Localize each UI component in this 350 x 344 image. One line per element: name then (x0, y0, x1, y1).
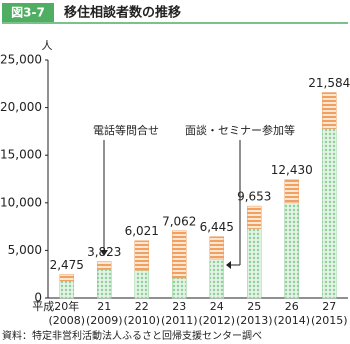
bar-segment (284, 202, 299, 299)
x-tick-label: 25 (247, 300, 261, 313)
x-tick-year: (2008) (48, 314, 85, 327)
x-tick-year: (2009) (86, 314, 123, 327)
x-tick-year: (2015) (311, 314, 348, 327)
figure-label-box (2, 3, 54, 22)
total-label: 12,430 (271, 163, 313, 177)
arrow (226, 261, 231, 269)
bar-segment (209, 258, 224, 299)
bar-segment (247, 205, 262, 229)
total-label: 3,823 (87, 245, 121, 259)
bar-segment (322, 92, 337, 129)
total-label: 6,021 (125, 224, 159, 238)
annotation: 電話等問合せ (93, 123, 159, 137)
bar-segment (97, 261, 112, 270)
x-tick-label: 24 (210, 300, 224, 313)
figure-label: 図3-7 (11, 6, 45, 20)
total-label: 2,475 (50, 258, 84, 272)
bar-segment (59, 280, 74, 299)
x-tick-year: (2014) (273, 314, 310, 327)
source: 資料：特定非営利活動法人ふるさと回帰支援センター調べ (2, 329, 262, 342)
bar-segment (59, 274, 74, 282)
y-unit: 人 (42, 39, 53, 52)
chart-title: 移住相談者数の推移 (64, 5, 181, 21)
total-label: 6,445 (200, 220, 234, 234)
y-tick-label: 20,000 (0, 100, 42, 114)
y-tick-label: 15,000 (0, 148, 42, 162)
y-tick-label: 10,000 (0, 195, 42, 209)
x-tick-year: (2010) (123, 314, 160, 327)
x-tick-label: 23 (172, 300, 186, 313)
bar-segment (322, 128, 337, 299)
x-tick-label: 平成20年 (32, 299, 79, 313)
total-label: 9,653 (237, 190, 271, 204)
x-tick-label: 27 (322, 300, 336, 313)
x-tick-year: (2013) (236, 314, 273, 327)
bar-segment (134, 270, 149, 299)
bar-segment (172, 230, 187, 279)
x-tick-label: 21 (97, 300, 111, 313)
y-tick-label: 0 (34, 291, 42, 305)
x-tick-year: (2012) (198, 314, 235, 327)
bar-segment (284, 179, 299, 204)
total-label: 7,062 (162, 214, 196, 228)
bar-segment (97, 269, 112, 299)
bar-segment (209, 236, 224, 260)
x-tick-label: 22 (135, 300, 149, 313)
y-tick-label: 5,000 (8, 243, 42, 257)
arrow (100, 250, 108, 256)
x-tick-year: (2011) (161, 314, 198, 327)
y-tick-label: 25,000 (0, 53, 42, 67)
bar-segment (134, 240, 149, 271)
bar-segment (172, 277, 187, 299)
total-label: 21,584 (308, 76, 350, 90)
bar-segment (247, 228, 262, 299)
x-tick-label: 26 (285, 300, 299, 313)
annotation: 面談・セミナー参加等 (185, 123, 295, 137)
